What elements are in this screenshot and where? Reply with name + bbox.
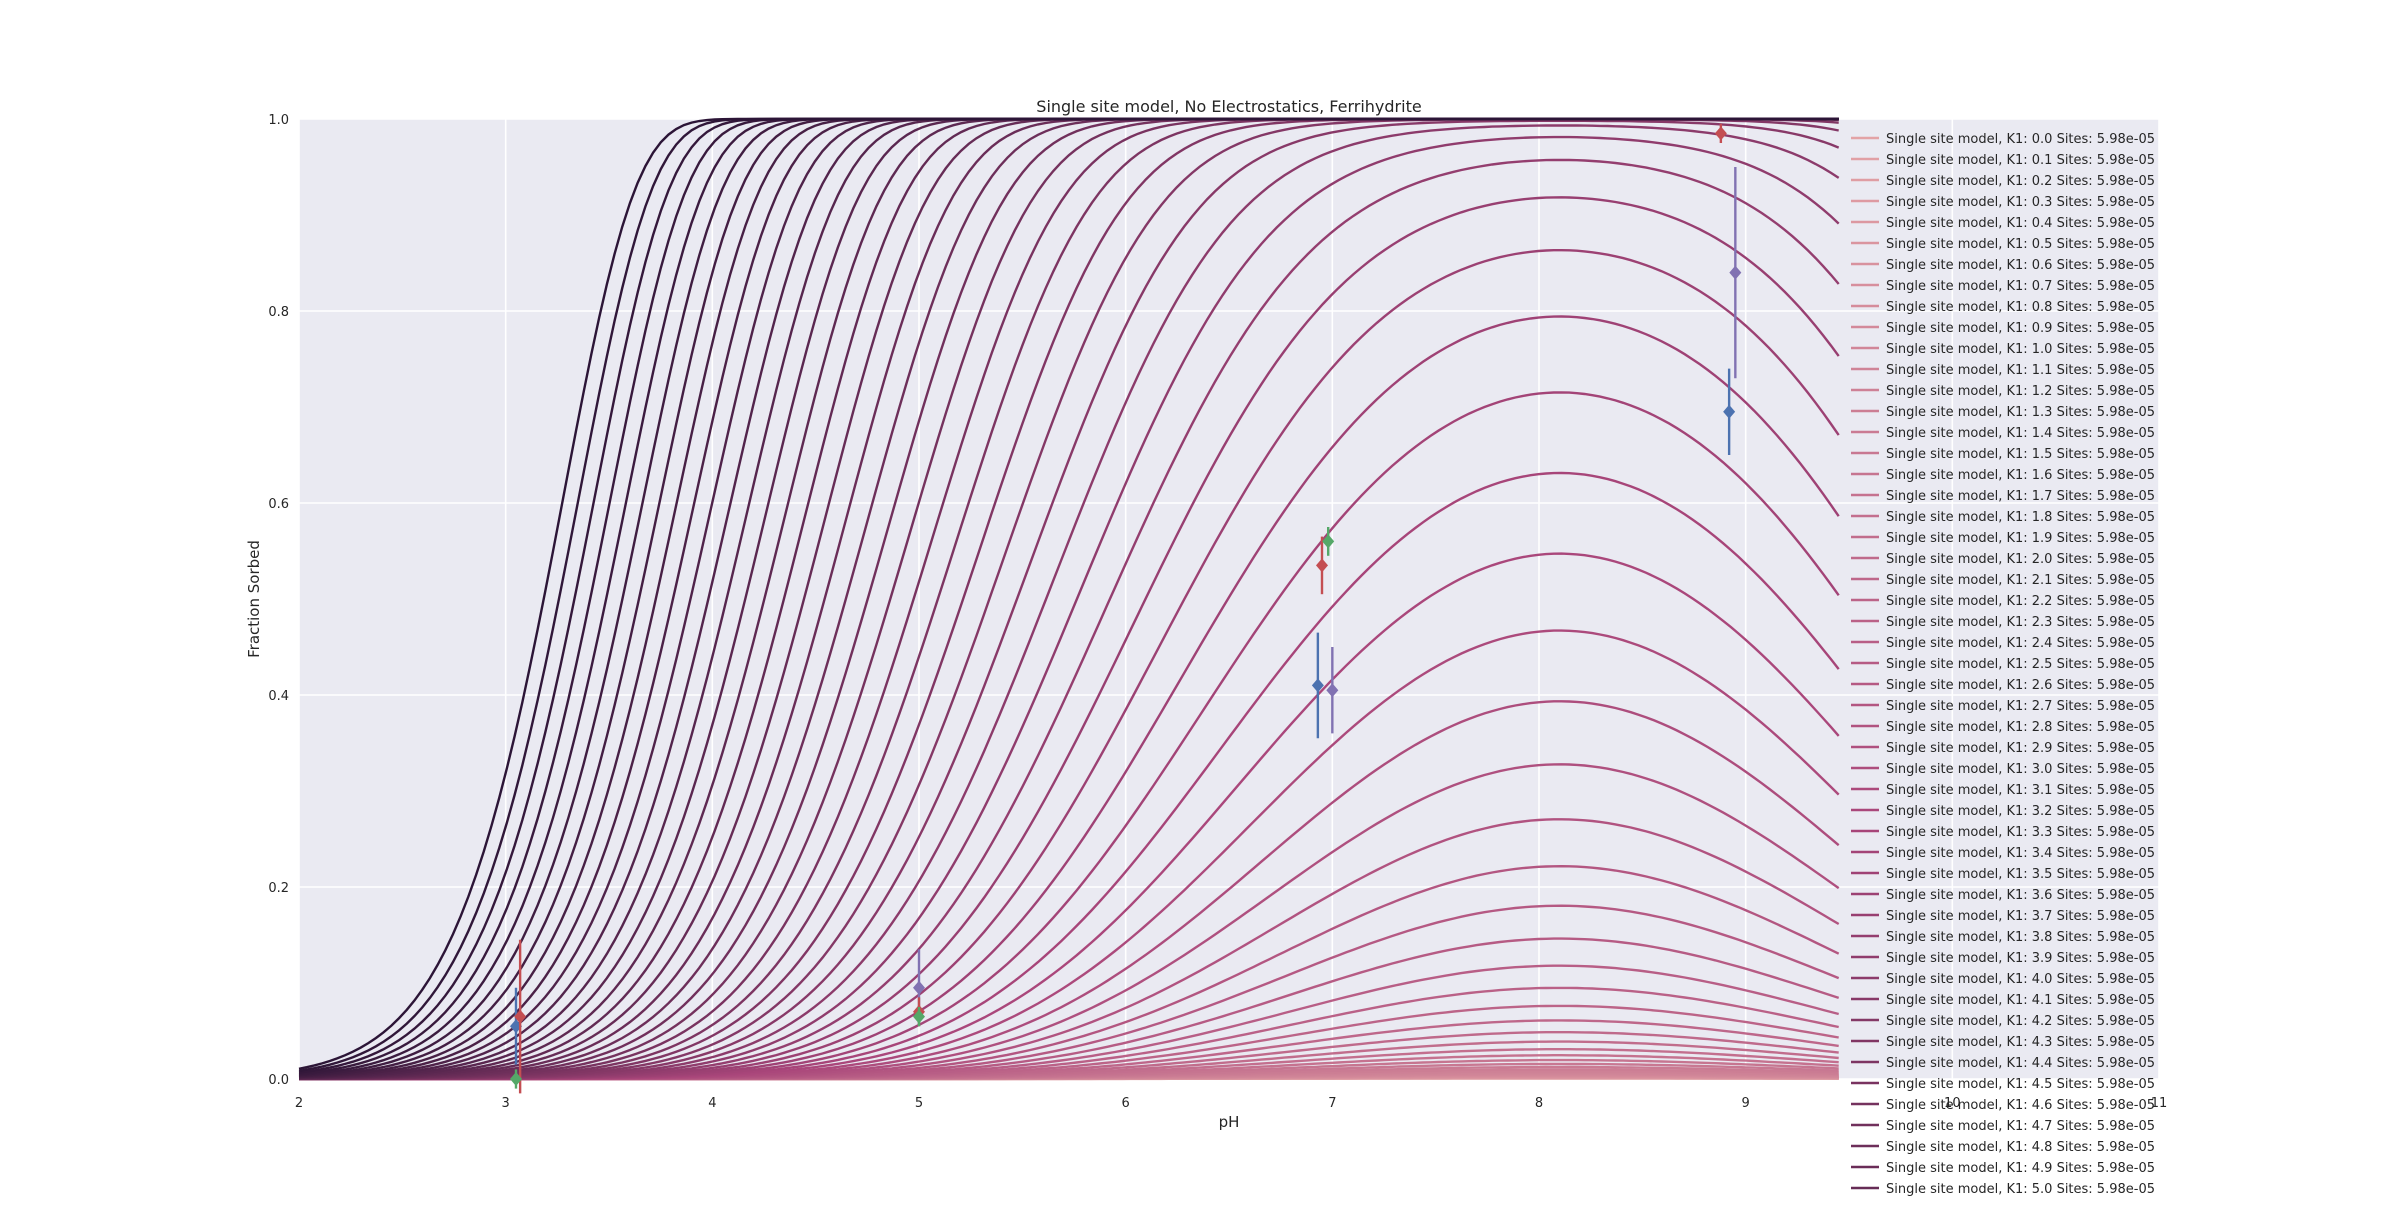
model-curve (298, 117, 1839, 1070)
data-point (1316, 558, 1328, 573)
legend-label: Single site model, K1: 0.6 Sites: 5.98e-… (1886, 258, 2155, 273)
legend-label: Single site model, K1: 2.6 Sites: 5.98e-… (1886, 678, 2155, 693)
x-tick-label: 7 (1328, 1096, 1336, 1111)
legend-label: Single site model, K1: 4.3 Sites: 5.98e-… (1886, 1035, 2155, 1050)
legend-label: Single site model, K1: 1.0 Sites: 5.98e-… (1886, 342, 2155, 357)
legend-label: Single site model, K1: 2.7 Sites: 5.98e-… (1886, 699, 2155, 714)
x-tick-label: 6 (1122, 1096, 1130, 1111)
legend-label: Single site model, K1: 4.9 Sites: 5.98e-… (1886, 1161, 2155, 1176)
y-tick-label: 0.8 (268, 305, 289, 320)
legend-label: Single site model, K1: 4.2 Sites: 5.98e-… (1886, 1014, 2155, 1029)
legend-label: Single site model, K1: 1.2 Sites: 5.98e-… (1886, 384, 2155, 399)
y-axis-label: Fraction Sorbed (245, 540, 263, 658)
model-curves (298, 117, 1840, 1081)
legend-label: Single site model, K1: 0.5 Sites: 5.98e-… (1886, 237, 2155, 252)
legend-label: Single site model, K1: 3.5 Sites: 5.98e-… (1886, 867, 2155, 882)
legend-label: Single site model, K1: 2.8 Sites: 5.98e-… (1886, 720, 2155, 735)
legend-label: Single site model, K1: 0.2 Sites: 5.98e-… (1886, 174, 2155, 189)
y-tick-label: 0.4 (268, 689, 289, 704)
legend-label: Single site model, K1: 3.6 Sites: 5.98e-… (1886, 888, 2155, 903)
x-tick-label: 11 (2151, 1096, 2168, 1111)
legend-label: Single site model, K1: 2.0 Sites: 5.98e-… (1886, 552, 2155, 567)
legend-label: Single site model, K1: 3.3 Sites: 5.98e-… (1886, 825, 2155, 840)
legend-label: Single site model, K1: 4.6 Sites: 5.98e-… (1886, 1098, 2155, 1113)
legend-label: Single site model, K1: 3.4 Sites: 5.98e-… (1886, 846, 2155, 861)
data-point (1311, 678, 1324, 693)
x-tick-label: 9 (1742, 1096, 1750, 1111)
chart-title: Single site model, No Electrostatics, Fe… (1036, 97, 1421, 116)
x-tick-label: 2 (295, 1096, 303, 1111)
measured-points (510, 123, 1742, 1094)
x-axis-label: pH (1219, 1113, 1240, 1131)
legend-label: Single site model, K1: 3.1 Sites: 5.98e-… (1886, 783, 2155, 798)
legend-label: Single site model, K1: 4.1 Sites: 5.98e-… (1886, 993, 2155, 1008)
data-point (1723, 404, 1736, 419)
x-tick-label: 4 (708, 1096, 716, 1111)
legend-label: Single site model, K1: 1.7 Sites: 5.98e-… (1886, 489, 2155, 504)
legend-label: Single site model, K1: 4.4 Sites: 5.98e-… (1886, 1056, 2155, 1071)
data-point (913, 1009, 925, 1024)
data-point (1729, 265, 1742, 280)
legend-label: Single site model, K1: 1.4 Sites: 5.98e-… (1886, 426, 2155, 441)
data-point (1326, 683, 1339, 698)
legend-label: Single site model, K1: 1.9 Sites: 5.98e-… (1886, 531, 2155, 546)
data-point (514, 1009, 527, 1024)
legend-label: Single site model, K1: 2.9 Sites: 5.98e-… (1886, 741, 2155, 756)
data-point (913, 980, 925, 995)
data-point (510, 1072, 522, 1086)
axis-tick-labels: 2 3 4 5 6 7 8 9 10 11 0.0 0.2 0.4 0.6 0.8 1.0 (268, 113, 2167, 1111)
legend: Single site model, K1: 0.0 Sites: 5.98e-… (1851, 132, 2155, 1197)
legend-label: Single site model, K1: 2.4 Sites: 5.98e-… (1886, 636, 2155, 651)
legend-label: Single site model, K1: 1.5 Sites: 5.98e-… (1886, 447, 2155, 462)
legend-label: Single site model, K1: 2.3 Sites: 5.98e-… (1886, 615, 2155, 630)
data-point (1322, 534, 1335, 549)
y-tick-label: 0.0 (268, 1073, 289, 1088)
y-tick-label: 0.2 (268, 881, 289, 896)
legend-label: Single site model, K1: 3.7 Sites: 5.98e-… (1886, 909, 2155, 924)
legend-label: Single site model, K1: 3.0 Sites: 5.98e-… (1886, 762, 2155, 777)
legend-label: Single site model, K1: 0.3 Sites: 5.98e-… (1886, 195, 2155, 210)
legend-label: Single site model, K1: 5.0 Sites: 5.98e-… (1886, 1182, 2155, 1197)
legend-label: Single site model, K1: 2.2 Sites: 5.98e-… (1886, 594, 2155, 609)
legend-label: Single site model, K1: 4.5 Sites: 5.98e-… (1886, 1077, 2155, 1092)
x-tick-label: 8 (1535, 1096, 1543, 1111)
legend-label: Single site model, K1: 4.7 Sites: 5.98e-… (1886, 1119, 2155, 1134)
legend-label: Single site model, K1: 0.8 Sites: 5.98e-… (1886, 300, 2155, 315)
legend-label: Single site model, K1: 3.2 Sites: 5.98e-… (1886, 804, 2155, 819)
legend-label: Single site model, K1: 0.0 Sites: 5.98e-… (1886, 132, 2155, 147)
y-tick-label: 1.0 (268, 113, 289, 128)
x-tick-label: 10 (1944, 1096, 1961, 1111)
legend-label: Single site model, K1: 2.5 Sites: 5.98e-… (1886, 657, 2155, 672)
legend-label: Single site model, K1: 2.1 Sites: 5.98e-… (1886, 573, 2155, 588)
legend-label: Single site model, K1: 3.8 Sites: 5.98e-… (1886, 930, 2155, 945)
legend-label: Single site model, K1: 0.7 Sites: 5.98e-… (1886, 279, 2155, 294)
legend-label: Single site model, K1: 3.9 Sites: 5.98e-… (1886, 951, 2155, 966)
legend-label: Single site model, K1: 1.6 Sites: 5.98e-… (1886, 468, 2155, 483)
legend-label: Single site model, K1: 1.1 Sites: 5.98e-… (1886, 363, 2155, 378)
data-point (1714, 126, 1727, 141)
legend-label: Single site model, K1: 4.8 Sites: 5.98e-… (1886, 1140, 2155, 1155)
legend-label: Single site model, K1: 0.9 Sites: 5.98e-… (1886, 321, 2155, 336)
legend-label: Single site model, K1: 0.4 Sites: 5.98e-… (1886, 216, 2155, 231)
x-tick-label: 3 (502, 1096, 510, 1111)
legend-label: Single site model, K1: 4.0 Sites: 5.98e-… (1886, 972, 2155, 987)
legend-label: Single site model, K1: 0.1 Sites: 5.98e-… (1886, 153, 2155, 168)
y-tick-label: 0.6 (268, 497, 289, 512)
legend-label: Single site model, K1: 1.8 Sites: 5.98e-… (1886, 510, 2155, 525)
x-tick-label: 5 (915, 1096, 923, 1111)
legend-label: Single site model, K1: 1.3 Sites: 5.98e-… (1886, 405, 2155, 420)
